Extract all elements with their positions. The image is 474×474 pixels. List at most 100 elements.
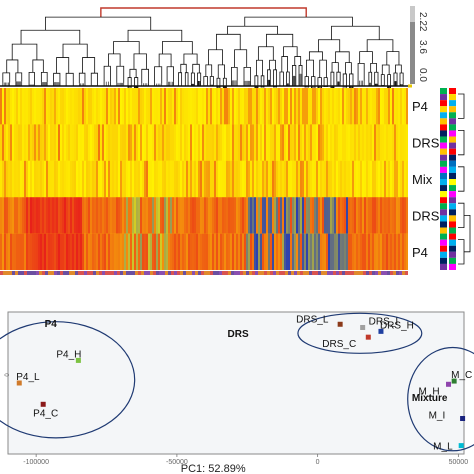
heatmap-cell (296, 124, 298, 161)
heatmap-cell (12, 88, 14, 125)
heatmap-cell (240, 124, 242, 161)
heatmap-cell (204, 233, 206, 270)
heatmap-cell (362, 233, 364, 270)
column-annotation-cell (120, 271, 123, 275)
heatmap-cell (356, 124, 358, 161)
heatmap-cell (322, 197, 324, 234)
heatmap-cell (72, 88, 74, 125)
heatmap-cell (46, 160, 48, 198)
heatmap-cell (316, 124, 318, 161)
heatmap-cell (340, 88, 342, 125)
column-annotation-cell (405, 271, 408, 275)
heatmap-cell (270, 197, 272, 234)
color-scale-bar: 2.22 3.6 0.0 (410, 6, 428, 84)
heatmap-cell (316, 197, 318, 234)
heatmap-cell (110, 197, 112, 234)
dendrogram-branch (257, 46, 274, 61)
heatmap-cell (18, 124, 20, 161)
column-annotation-cell (222, 271, 225, 275)
dendrogram-branch (216, 77, 221, 91)
heatmap-cell (102, 124, 104, 161)
heatmap-cell (80, 197, 82, 234)
dendrogram-branch (40, 71, 48, 83)
heatmap-cell (404, 160, 406, 198)
heatmap-cell (338, 197, 340, 234)
heatmap-cell (218, 233, 220, 270)
column-annotation-cell (135, 271, 138, 275)
heatmap-cell (132, 124, 134, 161)
heatmap-cell (388, 124, 390, 161)
dendrogram-branch (208, 49, 223, 65)
heatmap-cell (296, 233, 298, 270)
heatmap-cell (250, 197, 252, 234)
dendrogram-branch (162, 41, 193, 55)
heatmap-cell (370, 160, 372, 198)
heatmap-cell (348, 160, 350, 198)
row-side-color-cell (440, 245, 447, 252)
dendrogram-branch (357, 62, 365, 81)
heatmap-cell (78, 88, 80, 125)
heatmap-cell (312, 124, 314, 161)
heatmap-cell (152, 160, 154, 198)
column-annotation-cell (279, 271, 282, 275)
dendrogram-branch (374, 71, 379, 84)
heatmap-cell (206, 124, 208, 161)
heatmap-cell (244, 197, 246, 234)
heatmap-cell (22, 233, 24, 270)
heatmap-cell (16, 233, 18, 270)
heatmap-cell (246, 160, 248, 198)
heatmap-cell (358, 197, 360, 234)
column-annotation-cell (372, 271, 375, 275)
heatmap-cell (144, 197, 146, 234)
heatmap-cell (6, 124, 8, 161)
heatmap-cell (338, 124, 340, 161)
data-point-label: DRS_I (369, 316, 398, 327)
heatmap-cell (364, 124, 366, 161)
heatmap-cell (88, 124, 90, 161)
heatmap-cell (254, 88, 256, 125)
heatmap-cell (330, 160, 332, 198)
heatmap-cell (34, 160, 36, 198)
heatmap-cell (98, 233, 100, 270)
heatmap-cell (174, 233, 176, 270)
heatmap-cell (272, 124, 274, 161)
dendrogram-branch (269, 59, 276, 70)
heatmap-cell (102, 160, 104, 198)
heatmap-cell (174, 88, 176, 125)
heatmap-cell (342, 160, 344, 198)
heatmap-cell (30, 197, 32, 234)
dendrogram-branch (306, 59, 314, 77)
heatmap-cell (342, 124, 344, 161)
heatmap-cell (262, 160, 264, 198)
heatmap-cell (254, 233, 256, 270)
row-side-color-cell (449, 209, 456, 216)
column-annotation-cell (300, 271, 303, 275)
heatmap-cell (390, 197, 392, 234)
scale-tick-label: 0.0 (417, 68, 428, 82)
dendrogram-branch (20, 29, 81, 45)
heatmap-cell (306, 160, 308, 198)
heatmap-cell (398, 233, 400, 270)
heatmap-cell (398, 197, 400, 234)
row-side-color-cell (449, 227, 456, 234)
heatmap-cell (404, 88, 406, 125)
column-annotation-cell (390, 271, 393, 275)
column-annotation-cell (84, 271, 87, 275)
row-side-color-cell (449, 124, 456, 131)
heatmap-cell (66, 160, 68, 198)
column-annotation-cell (375, 271, 378, 275)
heatmap-cell (140, 160, 142, 198)
column-annotation-cell (360, 271, 363, 275)
column-annotation-cell (87, 271, 90, 275)
heatmap-cell (402, 88, 404, 125)
column-annotation-cell (198, 271, 201, 275)
data-point (458, 443, 464, 449)
row-side-color-cell (449, 118, 456, 125)
heatmap-cell (76, 88, 78, 125)
heatmap-cell (282, 124, 284, 161)
heatmap-cell (14, 197, 16, 234)
column-dendrogram (0, 7, 412, 94)
heatmap-cell (118, 233, 120, 270)
heatmap-cell (206, 197, 208, 234)
heatmap-cell (92, 124, 94, 161)
